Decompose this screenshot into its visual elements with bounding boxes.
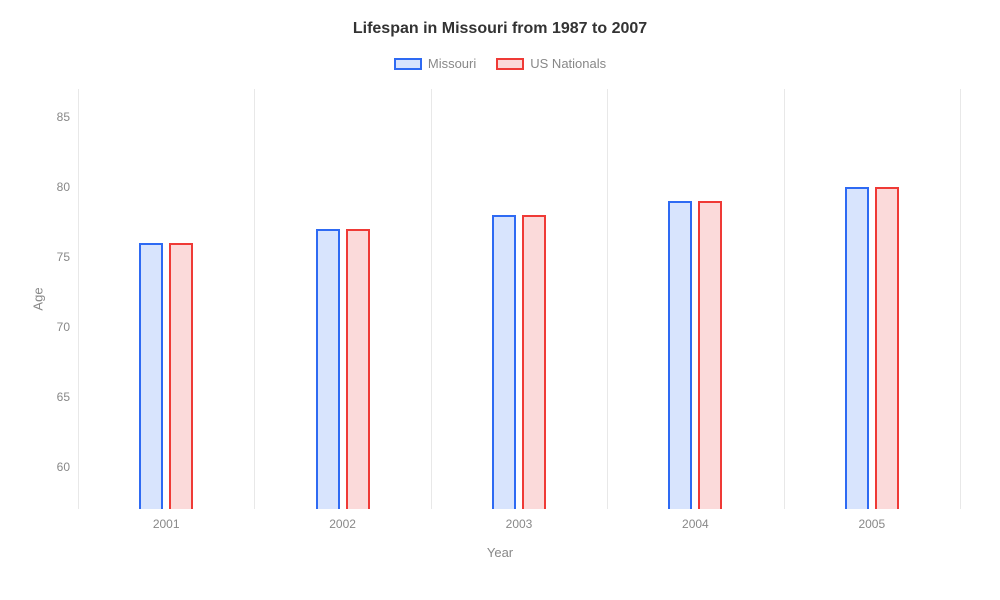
bar	[346, 229, 370, 509]
x-tick-label: 2005	[858, 517, 885, 531]
y-tick-label: 70	[57, 320, 70, 334]
bar-group	[316, 89, 370, 509]
legend: Missouri US Nationals	[30, 56, 970, 71]
y-tick-label: 60	[57, 460, 70, 474]
bar-group	[139, 89, 193, 509]
plot: 60657075808520012002200320042005	[78, 89, 960, 509]
bar	[522, 215, 546, 509]
bar	[698, 201, 722, 509]
bar	[668, 201, 692, 509]
x-tick-label: 2004	[682, 517, 709, 531]
y-tick-label: 80	[57, 180, 70, 194]
y-tick-label: 75	[57, 250, 70, 264]
bar-group	[668, 89, 722, 509]
legend-label: Missouri	[428, 56, 476, 71]
legend-item-us-nationals: US Nationals	[496, 56, 606, 71]
bar	[139, 243, 163, 509]
y-axis-label: Age	[31, 287, 46, 310]
y-tick-label: 85	[57, 110, 70, 124]
bar	[845, 187, 869, 509]
legend-swatch-missouri	[394, 58, 422, 70]
chart-title: Lifespan in Missouri from 1987 to 2007	[30, 20, 970, 38]
x-tick-label: 2003	[506, 517, 533, 531]
plot-area: Age 60657075808520012002200320042005	[78, 89, 960, 509]
legend-label: US Nationals	[530, 56, 606, 71]
legend-item-missouri: Missouri	[394, 56, 476, 71]
bar	[492, 215, 516, 509]
bar	[169, 243, 193, 509]
bar-group	[492, 89, 546, 509]
bar	[875, 187, 899, 509]
bar	[316, 229, 340, 509]
y-tick-label: 65	[57, 390, 70, 404]
x-tick-label: 2001	[153, 517, 180, 531]
bars-area	[78, 89, 960, 509]
x-axis-label: Year	[30, 545, 970, 560]
x-tick-label: 2002	[329, 517, 356, 531]
legend-swatch-us-nationals	[496, 58, 524, 70]
gridline-vertical	[960, 89, 961, 509]
chart-container: Lifespan in Missouri from 1987 to 2007 M…	[0, 0, 1000, 600]
bar-group	[845, 89, 899, 509]
